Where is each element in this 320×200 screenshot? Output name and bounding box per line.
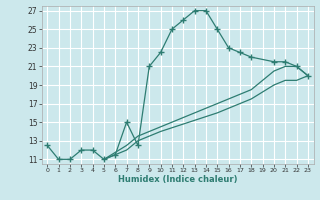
X-axis label: Humidex (Indice chaleur): Humidex (Indice chaleur)	[118, 175, 237, 184]
